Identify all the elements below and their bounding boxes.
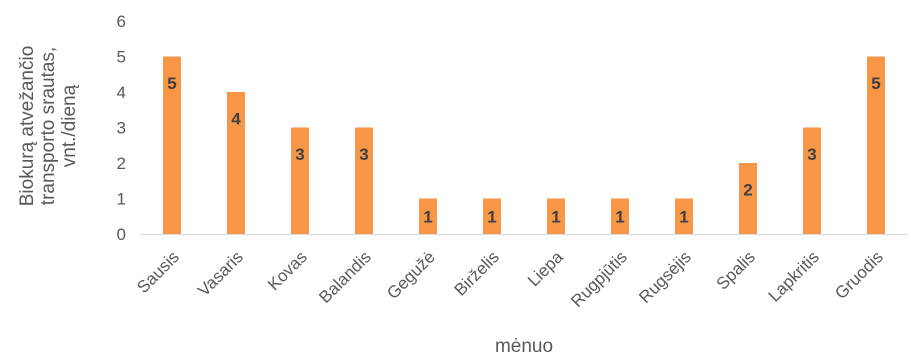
bar-11 [803,127,821,234]
y-tick-label: 6 [117,12,126,31]
x-tick-label: Liepa [524,247,567,290]
x-tick-label: Rugsėjis [635,247,695,307]
bar-12 [867,56,885,234]
data-label: 1 [487,207,496,226]
data-label: 5 [871,74,880,93]
data-label: 1 [551,207,560,226]
data-label: 1 [615,207,624,226]
bar-10 [739,163,757,234]
y-tick-label: 4 [117,83,126,102]
data-label: 3 [807,145,816,164]
bars: 5 4 3 3 1 1 1 1 1 2 3 5 [163,56,885,234]
x-tick-label: Spalis [713,247,759,293]
y-axis-title-line: vnt./dieną [59,84,80,167]
bar-3 [291,127,309,234]
y-tick-label: 1 [117,190,126,209]
y-tick-label: 2 [117,154,126,173]
x-axis-ticks: Sausis Vasaris Kovas Balandis Gegužė Birželis… [133,247,887,311]
y-axis-title: Biokurą atvežančiotransporto srautas,vnt… [17,46,80,207]
bar-7 [547,198,565,234]
x-tick-label: Birželis [451,247,503,299]
bar-8 [611,198,629,234]
data-label: 4 [231,110,241,129]
y-axis-title-line: Biokurą atvežančio [17,46,38,207]
data-label: 5 [167,74,176,93]
data-label: 1 [679,207,688,226]
bar-4 [355,127,373,234]
bar-2 [227,92,245,234]
x-tick-label: Vasaris [194,247,247,300]
x-tick-label: Rugpjūtis [567,247,631,311]
bar-5 [419,198,437,234]
bar-1 [163,56,181,234]
x-tick-label: Lapkritis [765,247,823,305]
y-axis-ticks: 0 1 2 3 4 5 6 [117,12,126,244]
x-axis-title: mėnuo [495,336,553,357]
y-axis-title-line: transporto srautas, [38,47,59,205]
y-tick-label: 0 [117,225,126,244]
x-tick-label: Gegužė [383,247,439,303]
bar-6 [483,198,501,234]
x-tick-label: Balandis [315,247,375,307]
data-label: 3 [359,145,368,164]
data-label: 2 [743,181,752,200]
y-tick-label: 3 [117,119,126,138]
data-label: 1 [423,207,432,226]
x-tick-label: Gruodis [831,247,887,303]
bar-9 [675,198,693,234]
x-tick-label: Kovas [264,247,311,294]
data-label: 3 [295,145,304,164]
x-tick-label: Sausis [133,247,183,297]
y-tick-label: 5 [117,48,126,67]
